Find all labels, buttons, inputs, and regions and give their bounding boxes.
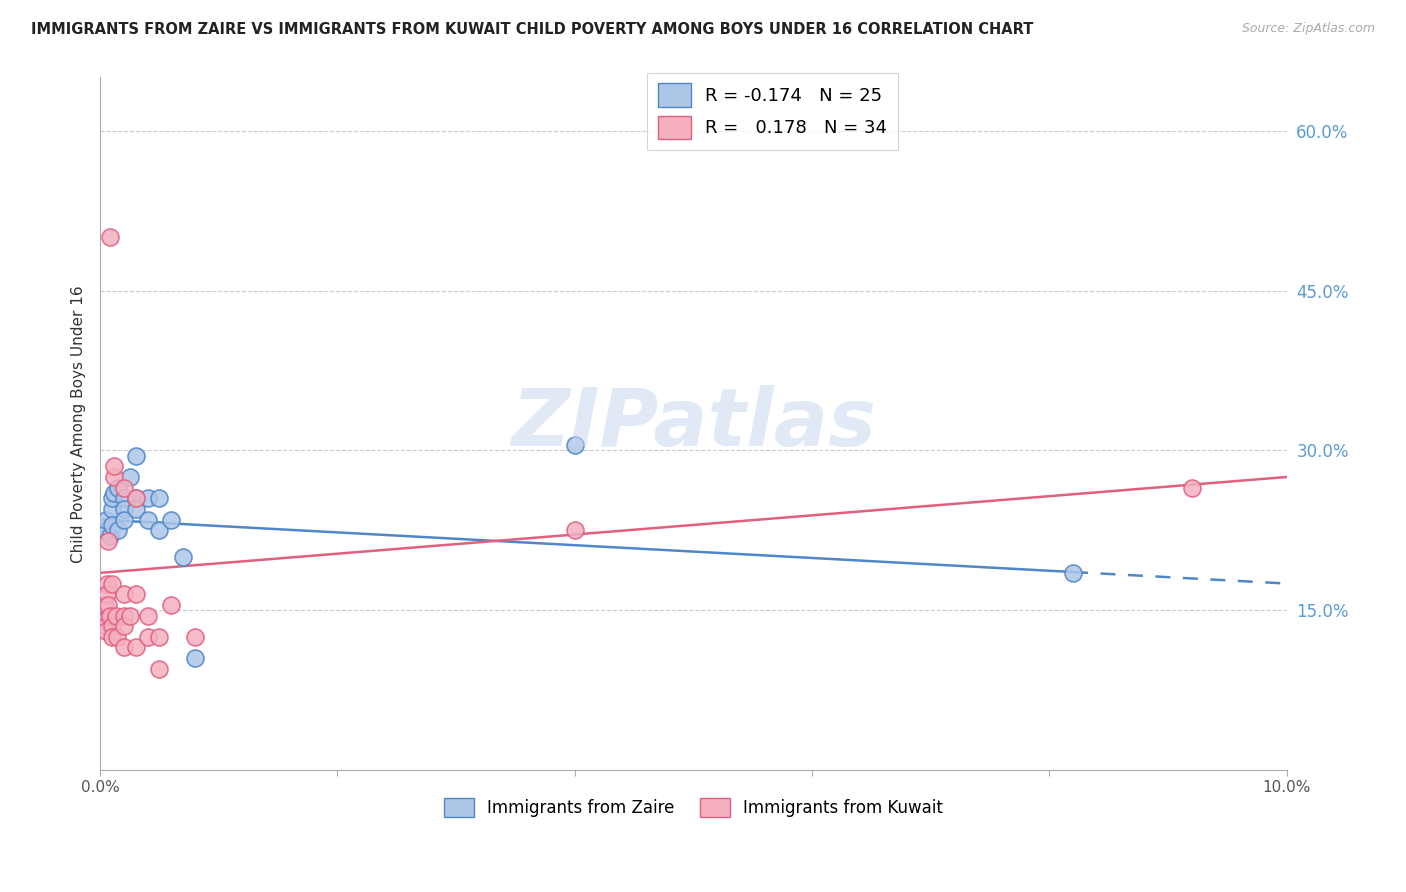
Point xyxy=(98,230,121,244)
Point xyxy=(98,608,121,623)
Point xyxy=(101,491,124,506)
Point xyxy=(112,608,135,623)
Point xyxy=(103,459,125,474)
Point xyxy=(107,481,129,495)
Point xyxy=(160,513,183,527)
Point xyxy=(104,608,127,623)
Point xyxy=(148,630,170,644)
Y-axis label: Child Poverty Among Boys Under 16: Child Poverty Among Boys Under 16 xyxy=(72,285,86,563)
Text: Source: ZipAtlas.com: Source: ZipAtlas.com xyxy=(1241,22,1375,36)
Point xyxy=(101,502,124,516)
Point xyxy=(98,528,121,542)
Point xyxy=(172,549,194,564)
Point xyxy=(148,523,170,537)
Point xyxy=(101,619,124,633)
Point xyxy=(125,587,148,601)
Point xyxy=(103,470,125,484)
Point xyxy=(105,630,128,644)
Point xyxy=(1181,481,1204,495)
Point xyxy=(101,576,124,591)
Point xyxy=(112,481,135,495)
Point xyxy=(97,533,120,548)
Point xyxy=(136,608,159,623)
Point xyxy=(125,640,148,655)
Point xyxy=(564,523,586,537)
Text: IMMIGRANTS FROM ZAIRE VS IMMIGRANTS FROM KUWAIT CHILD POVERTY AMONG BOYS UNDER 1: IMMIGRANTS FROM ZAIRE VS IMMIGRANTS FROM… xyxy=(31,22,1033,37)
Point xyxy=(94,598,117,612)
Point xyxy=(160,598,183,612)
Point xyxy=(112,587,135,601)
Point xyxy=(136,630,159,644)
Point xyxy=(136,491,159,506)
Point xyxy=(103,486,125,500)
Legend: Immigrants from Zaire, Immigrants from Kuwait: Immigrants from Zaire, Immigrants from K… xyxy=(437,791,949,824)
Point xyxy=(94,619,117,633)
Point xyxy=(112,502,135,516)
Point xyxy=(97,598,120,612)
Point xyxy=(101,630,124,644)
Point xyxy=(96,587,118,601)
Point xyxy=(184,630,207,644)
Point xyxy=(94,513,117,527)
Point xyxy=(118,608,141,623)
Point xyxy=(148,491,170,506)
Point xyxy=(125,491,148,506)
Point xyxy=(112,619,135,633)
Point xyxy=(94,523,117,537)
Point xyxy=(107,523,129,537)
Point xyxy=(1062,566,1084,580)
Point xyxy=(96,576,118,591)
Point xyxy=(112,513,135,527)
Text: ZIPatlas: ZIPatlas xyxy=(510,384,876,463)
Point xyxy=(136,513,159,527)
Point xyxy=(93,614,115,628)
Point xyxy=(564,438,586,452)
Point xyxy=(101,517,124,532)
Point xyxy=(125,491,148,506)
Point xyxy=(184,651,207,665)
Point xyxy=(112,491,135,506)
Point xyxy=(125,449,148,463)
Point xyxy=(112,640,135,655)
Point xyxy=(148,662,170,676)
Point xyxy=(118,470,141,484)
Point xyxy=(94,624,117,639)
Point xyxy=(125,502,148,516)
